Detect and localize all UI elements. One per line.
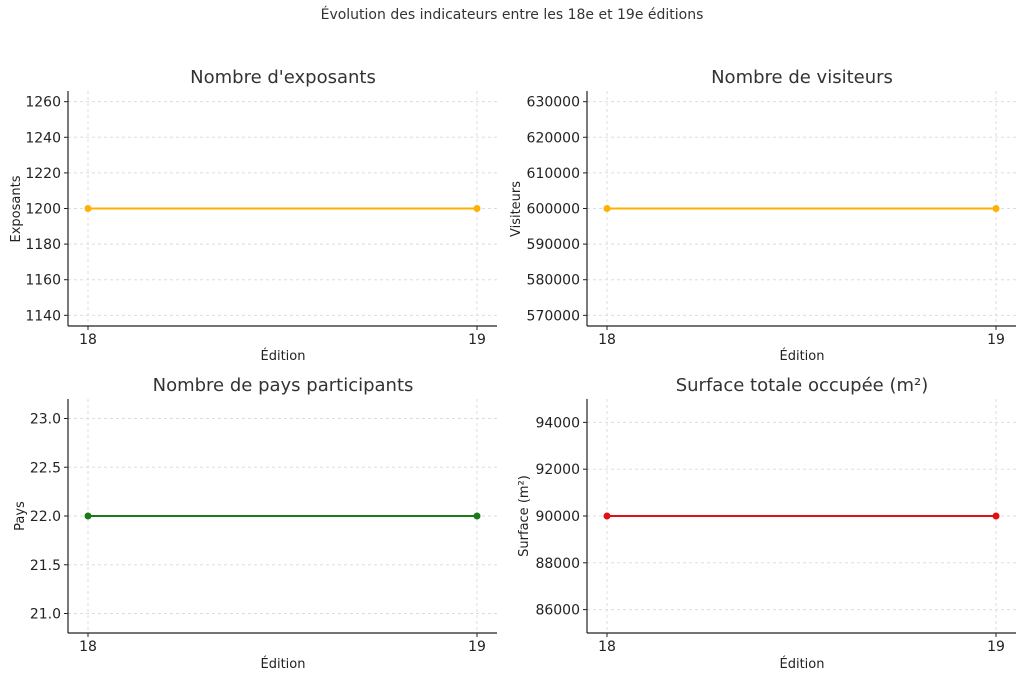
x-tick-label: 19: [468, 332, 486, 348]
data-point: [603, 512, 611, 520]
y-axis-label: Visiteurs: [509, 181, 524, 237]
y-tick-label: 570000: [527, 308, 580, 324]
y-tick-label: 86000: [535, 603, 580, 619]
y-tick-label: 1260: [25, 95, 61, 111]
y-tick-label: 90000: [535, 509, 580, 525]
panel-visiteurs: Nombre de visiteurs Édition Visiteurs 57…: [509, 67, 1016, 364]
y-tick-label: 94000: [535, 415, 580, 431]
y-tick-label: 23.0: [30, 412, 61, 428]
data-point: [992, 205, 1000, 212]
y-tick-label: 630000: [527, 95, 580, 111]
panel-title: Nombre d'exposants: [190, 67, 376, 88]
panel-title: Nombre de visiteurs: [711, 67, 893, 88]
y-tick-label: 1140: [25, 308, 61, 324]
y-tick-label: 1180: [25, 237, 61, 253]
panel-title: Surface totale occupée (m²): [676, 375, 929, 396]
x-axis-label: Édition: [261, 348, 306, 364]
plot-area: 1140 1160 1180 1200 1220 1240 1260 18 19: [25, 91, 497, 348]
y-tick-label: 1160: [25, 273, 61, 289]
data-point: [992, 512, 1000, 520]
x-tick-label: 19: [987, 639, 1005, 655]
y-tick-label: 88000: [535, 556, 580, 572]
x-tick-label: 19: [468, 639, 486, 655]
data-point: [84, 205, 92, 212]
x-axis-label: Édition: [780, 348, 825, 364]
x-axis-label: Édition: [780, 656, 825, 672]
y-tick-label: 1240: [25, 130, 61, 146]
data-point: [473, 512, 481, 520]
y-tick-label: 21.5: [30, 558, 61, 574]
y-tick-label: 22.5: [30, 460, 61, 476]
x-tick-label: 18: [79, 332, 97, 348]
y-tick-label: 610000: [527, 166, 580, 182]
y-axis-label: Surface (m²): [517, 475, 532, 557]
plot-area: 86000 88000 90000 92000 94000 18 19: [535, 399, 1016, 655]
y-tick-label: 620000: [527, 130, 580, 146]
panel-surface: Surface totale occupée (m²) Édition Surf…: [517, 375, 1016, 672]
panel-title: Nombre de pays participants: [153, 375, 414, 396]
y-axis-label: Pays: [13, 501, 28, 531]
y-tick-label: 590000: [527, 237, 580, 253]
y-tick-label: 1220: [25, 166, 61, 182]
data-point: [473, 205, 481, 212]
y-axis-label: Exposants: [9, 175, 24, 242]
x-tick-label: 19: [987, 332, 1005, 348]
plot-area: 570000 580000 590000 600000 610000 620000 6300…: [527, 91, 1016, 348]
x-tick-label: 18: [79, 639, 97, 655]
y-tick-label: 600000: [527, 202, 580, 218]
data-point: [603, 205, 611, 212]
x-axis-label: Édition: [261, 656, 306, 672]
x-tick-label: 18: [598, 332, 616, 348]
y-tick-label: 21.0: [30, 607, 61, 623]
plot-area: 21.0 21.5 22.0 22.5 23.0 18 19: [30, 399, 497, 655]
panel-pays: Nombre de pays participants Édition Pays…: [13, 375, 497, 672]
figure-suptitle: Évolution des indicateurs entre les 18e …: [321, 6, 704, 23]
y-tick-label: 22.0: [30, 509, 61, 525]
y-tick-label: 92000: [535, 462, 580, 478]
y-tick-label: 580000: [527, 273, 580, 289]
panel-exposants: Nombre d'exposants Édition Exposants 114…: [9, 67, 497, 364]
y-tick-label: 1200: [25, 202, 61, 218]
data-point: [84, 512, 92, 520]
x-tick-label: 18: [598, 639, 616, 655]
